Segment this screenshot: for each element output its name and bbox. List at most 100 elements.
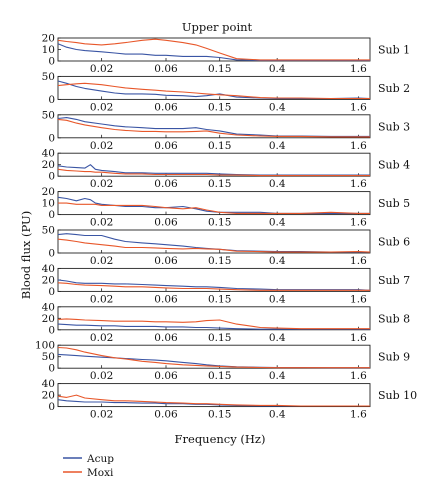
subject-label: Sub 3 [378,120,410,133]
series-line-acup [57,117,370,137]
y-tick-label: 40 [42,301,55,313]
y-tick-label: 40 [42,148,55,160]
series-line-acup [57,164,370,176]
subject-label: Sub 7 [378,274,410,287]
y-tick-label: 20 [42,33,55,45]
series-line-moxi [57,118,370,138]
legend: Acup Moxi [63,453,114,479]
y-tick-label: 0 [48,401,55,413]
x-tick-label: 0.15 [208,178,231,190]
x-tick-label: 0.02 [90,370,113,382]
x-tick-label: 0.15 [208,101,231,113]
y-tick-label: 40 [42,378,55,390]
y-tick-label: 10 [42,198,55,210]
x-tick-label: 0.06 [154,178,178,190]
x-tick-label: 0.02 [90,63,113,75]
subject-label: Sub 9 [378,351,410,364]
x-tick-label: 0.02 [90,332,113,344]
x-tick-label: 0.02 [90,217,113,229]
series-line-acup [57,399,370,407]
x-tick-label: 0.15 [208,217,231,229]
y-tick-label: 0 [48,286,55,298]
x-tick-label: 0.15 [208,370,231,382]
series-line-moxi [58,202,370,214]
y-tick-label: 50 [42,351,55,363]
panel-frame [57,383,371,408]
x-tick-label: 0.4 [269,255,286,267]
x-tick-label: 0.4 [269,101,286,113]
x-tick-label: 0.02 [90,140,113,152]
x-tick-label: 1.6 [350,178,367,190]
x-tick-label: 0.06 [154,293,178,305]
y-tick-label: 50 [42,225,55,237]
x-tick-label: 0.06 [154,63,178,75]
panel-sub-6: 0 50 0.02 0.06 0.15 0.4 1.6 Sub 6 [42,225,411,268]
x-tick-label: 0.4 [269,63,286,75]
legend-label-acup: Acup [86,453,114,465]
y-tick-label: 40 [42,263,55,275]
panel-frame [57,344,371,369]
series-line-moxi [57,168,370,177]
x-tick-label: 0.15 [208,140,231,152]
x-tick-label: 1.6 [350,409,367,421]
x-tick-label: 0.02 [90,178,113,190]
y-tick-label: 20 [42,390,55,402]
y-tick-label: 0 [48,209,55,221]
y-tick-label: 0 [48,324,55,336]
series-line-moxi [57,346,370,369]
x-tick-label: 0.4 [269,293,286,305]
x-tick-label: 0.4 [269,217,286,229]
chart-title: Upper point [182,20,253,34]
y-tick-label: 0 [48,171,55,183]
subject-label: Sub 4 [378,159,410,172]
panel-frame [57,114,371,139]
y-tick-label: 20 [42,159,55,171]
x-tick-label: 0.06 [154,332,178,344]
x-tick-label: 0.4 [269,178,286,190]
panel-sub-3: 0 50 0.02 0.06 0.15 0.4 1.6 Sub 3 [42,109,411,152]
series-line-moxi [57,318,370,330]
y-tick-label: 10 [42,44,55,56]
panel-frame [57,75,371,100]
x-tick-label: 0.4 [269,332,286,344]
panel-frame [57,229,371,254]
x-tick-label: 0.02 [90,293,113,305]
x-tick-label: 0.06 [154,101,178,113]
x-tick-label: 1.6 [350,101,367,113]
x-tick-label: 1.6 [350,217,367,229]
x-axis-label: Frequency (Hz) [175,432,266,446]
subject-label: Sub 1 [378,44,410,57]
panel-frame [57,267,371,292]
series-line-moxi [57,394,370,407]
y-tick-label: 0 [48,94,55,106]
legend-label-moxi: Moxi [87,467,114,479]
x-tick-label: 0.06 [154,409,178,421]
x-tick-label: 1.6 [350,332,367,344]
subject-label: Sub 8 [378,312,410,325]
series-line-acup [57,43,370,61]
x-tick-label: 0.4 [269,140,286,152]
x-tick-label: 0.15 [208,63,231,75]
subject-label: Sub 10 [378,389,417,402]
series-line-acup [57,279,371,291]
x-tick-label: 0.15 [208,332,231,344]
x-tick-label: 1.6 [350,140,367,152]
series-line-acup [57,80,371,100]
x-tick-label: 0.06 [154,217,178,229]
series-line-moxi [57,82,370,100]
y-tick-label: 0 [48,56,55,68]
x-tick-label: 0.4 [269,409,286,421]
y-tick-label: 0 [48,132,55,144]
x-tick-label: 0.02 [90,255,113,267]
y-axis-label: Blood flux (PU) [19,211,33,299]
y-tick-label: 0 [48,363,55,375]
x-tick-label: 0.02 [90,101,113,113]
x-tick-label: 0.15 [208,255,231,267]
y-tick-label: 0 [48,248,55,260]
